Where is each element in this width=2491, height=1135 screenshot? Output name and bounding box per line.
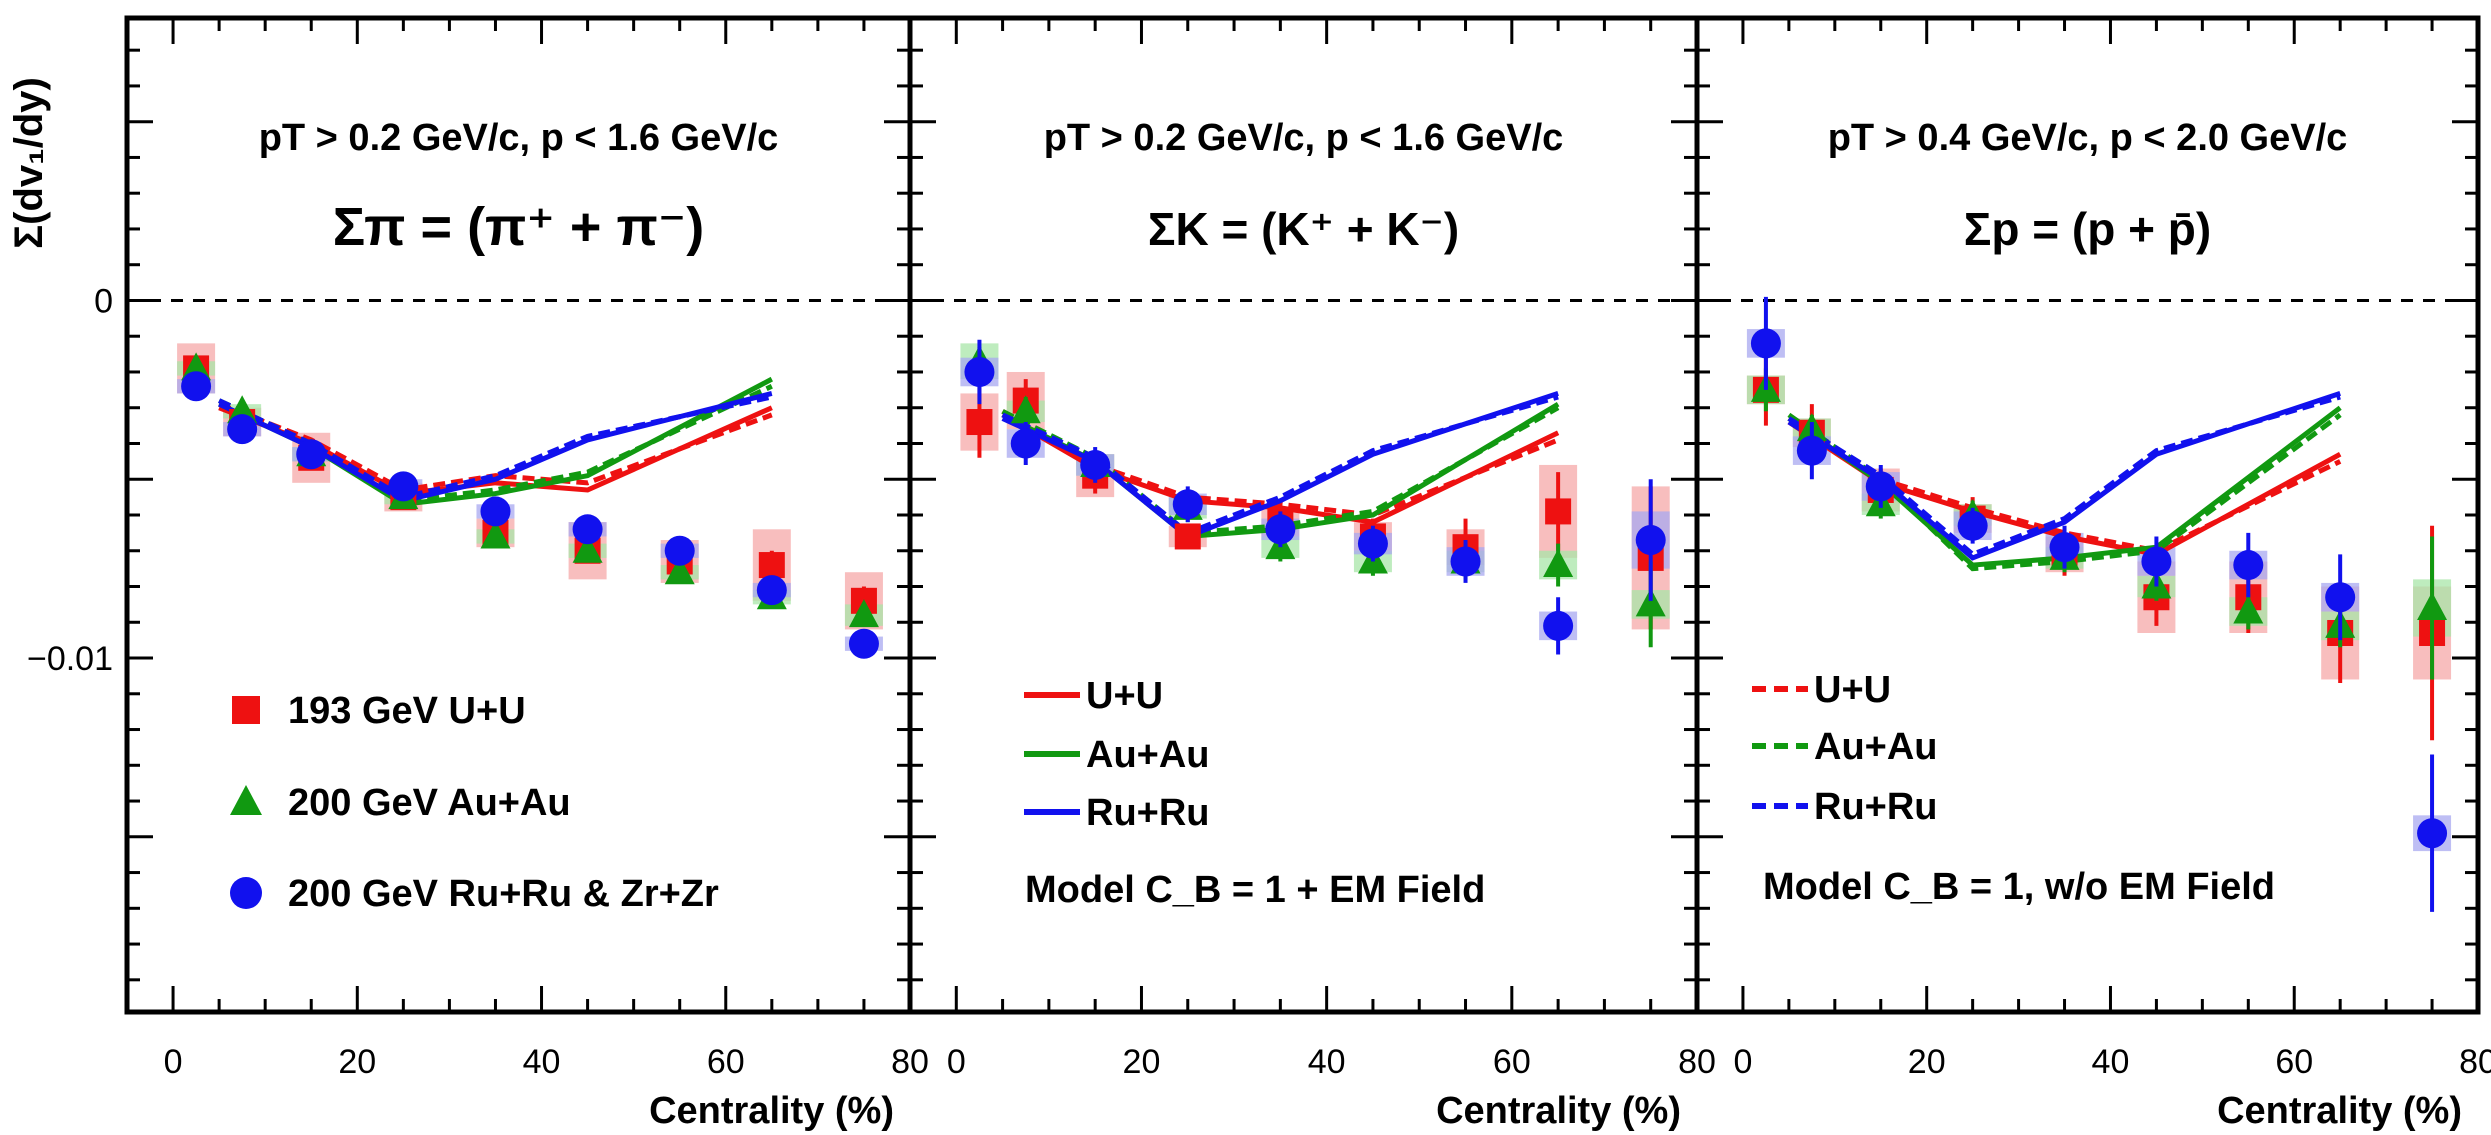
y-tick-label: −0.01 — [27, 640, 113, 678]
kinematic-cut: pT > 0.4 GeV/c, p < 2.0 GeV/c — [1828, 117, 2348, 159]
data-point-200-gev-ru-ru-zr-zr — [2141, 546, 2172, 577]
data-point-200-gev-ru-ru-zr-zr — [2417, 818, 2448, 849]
y-axis-label: Σ(dv₁/dy) — [7, 77, 51, 249]
data-point-200-gev-ru-ru-zr-zr — [2325, 582, 2356, 613]
x-tick-label: 60 — [2275, 1043, 2313, 1081]
data-point-200-gev-ru-ru-zr-zr — [1865, 471, 1896, 502]
data-point-193-gev-u-u — [1545, 498, 1572, 525]
data-point-200-gev-ru-ru-zr-zr — [572, 514, 603, 545]
data-point-200-gev-au-au — [1635, 588, 1666, 617]
data-point-200-gev-ru-ru-zr-zr — [480, 496, 511, 527]
legend-label: Ru+Ru — [1086, 792, 1210, 834]
data-point-193-gev-u-u — [966, 409, 993, 436]
x-axis-label: Centrality (%) — [649, 1090, 894, 1132]
data-point-200-gev-au-au — [2417, 591, 2448, 620]
legend-label: Au+Au — [1086, 734, 1210, 776]
model-line-ru-ru-dashed — [1787, 394, 2341, 558]
data-point-200-gev-au-au — [664, 556, 695, 585]
panel-3: 0 20 40 60 80 Centrality (%) pT > 0.4 GeV/c, p… — [1694, 15, 2491, 1132]
data-point-200-gev-ru-ru-zr-zr — [227, 414, 258, 445]
data-point-200-gev-ru-ru-zr-zr — [664, 535, 695, 566]
data-point-200-gev-au-au — [1010, 395, 1041, 424]
data-point-200-gev-ru-ru-zr-zr — [1796, 435, 1827, 466]
data-point-200-gev-ru-ru-zr-zr — [2049, 532, 2080, 563]
x-tick-label: 80 — [1678, 1043, 1716, 1081]
x-tick-label: 60 — [707, 1043, 745, 1081]
data-point-200-gev-ru-ru-zr-zr — [1357, 528, 1388, 559]
model-line-ru-ru-dashed — [218, 394, 773, 500]
data-point-200-gev-ru-ru-zr-zr — [1957, 510, 1988, 541]
x-tick-label: 20 — [1908, 1043, 1946, 1081]
data-point-200-gev-ru-ru-zr-zr — [1080, 449, 1111, 480]
x-tick-label: 80 — [891, 1043, 929, 1081]
data-point-200-gev-ru-ru-zr-zr — [1172, 489, 1203, 520]
legend-marker-triangle — [230, 785, 262, 815]
legend-label: 193 GeV U+U — [288, 690, 526, 732]
data-point-200-gev-ru-ru-zr-zr — [296, 439, 327, 470]
legend-label: U+U — [1814, 669, 1891, 711]
model-line-ru-ru-dashed — [1001, 394, 1559, 536]
x-tick-label: 20 — [338, 1043, 376, 1081]
legend-label: Au+Au — [1814, 726, 1938, 768]
data-point-193-gev-u-u — [1174, 523, 1201, 550]
x-axis-label: Centrality (%) — [1436, 1090, 1681, 1132]
model-line-u-u-solid — [1001, 412, 1560, 525]
legend-label: U+U — [1086, 675, 1163, 717]
model-line-u-u-dashed — [1001, 409, 1560, 518]
x-axis-label: Centrality (%) — [2217, 1090, 2462, 1132]
data-point-200-gev-ru-ru-zr-zr — [181, 371, 212, 402]
x-tick-label: 40 — [523, 1043, 561, 1081]
data-point-200-gev-ru-ru-zr-zr — [388, 471, 419, 502]
x-tick-label: 80 — [2459, 1043, 2491, 1081]
data-point-200-gev-ru-ru-zr-zr — [756, 575, 787, 606]
data-point-200-gev-au-au — [848, 599, 879, 628]
x-tick-label: 40 — [2092, 1043, 2130, 1081]
kinematic-cut: pT > 0.2 GeV/c, p < 1.6 GeV/c — [1044, 117, 1564, 159]
kinematic-cut: pT > 0.2 GeV/c, p < 1.6 GeV/c — [259, 117, 779, 159]
legend-label: Ru+Ru — [1814, 786, 1938, 828]
data-point-200-gev-ru-ru-zr-zr — [964, 356, 995, 387]
x-tick-label: 0 — [947, 1043, 966, 1081]
data-point-200-gev-ru-ru-zr-zr — [1265, 514, 1296, 545]
data-point-200-gev-ru-ru-zr-zr — [1010, 428, 1041, 459]
x-tick-label: 0 — [1733, 1043, 1752, 1081]
x-tick-label: 40 — [1308, 1043, 1346, 1081]
plot-frame — [1694, 15, 2481, 1015]
data-point-200-gev-ru-ru-zr-zr — [1450, 546, 1481, 577]
species-label: Σπ = (π⁺ + π⁻) — [333, 197, 705, 257]
plot-frame — [907, 15, 1700, 1015]
species-label: ΣK = (K⁺ + K⁻) — [1148, 203, 1459, 255]
data-point-200-gev-au-au — [2233, 595, 2264, 624]
data-point-200-gev-ru-ru-zr-zr — [2233, 550, 2264, 581]
data-point-200-gev-au-au — [480, 520, 511, 549]
data-point-200-gev-ru-ru-zr-zr — [1543, 610, 1574, 641]
model-line-au-au-dashed — [218, 384, 773, 504]
legend-marker-circle — [230, 877, 262, 909]
legend-marker-square — [232, 696, 260, 724]
data-point-200-gev-ru-ru-zr-zr — [1635, 525, 1666, 556]
x-tick-label: 0 — [164, 1043, 183, 1081]
data-point-200-gev-au-au — [1543, 549, 1574, 578]
model-note: Model C_B = 1, w/o EM Field — [1763, 866, 2275, 908]
x-tick-label: 60 — [1493, 1043, 1531, 1081]
y-tick-label: 0 — [94, 282, 113, 320]
species-label: Σp = (p + p̄) — [1964, 203, 2211, 255]
data-point-200-gev-ru-ru-zr-zr — [1750, 328, 1781, 359]
x-tick-label: 20 — [1123, 1043, 1161, 1081]
legend-label: 200 GeV Ru+Ru & Zr+Zr — [288, 873, 719, 915]
plot-frame — [124, 15, 913, 1015]
legend-label: 200 GeV Au+Au — [288, 782, 571, 824]
data-point-193-gev-u-u — [758, 552, 785, 579]
data-point-200-gev-au-au — [572, 534, 603, 563]
panel-1: 0 −0.01 0 20 40 60 80 Centrality (%) pT > 0.2 Ge… — [27, 15, 929, 1132]
panel-2: 0 20 40 60 80 Centrality (%) pT > 0.2 GeV/c, p… — [907, 15, 1716, 1132]
data-point-200-gev-ru-ru-zr-zr — [848, 628, 879, 659]
model-note: Model C_B = 1 + EM Field — [1025, 869, 1485, 911]
